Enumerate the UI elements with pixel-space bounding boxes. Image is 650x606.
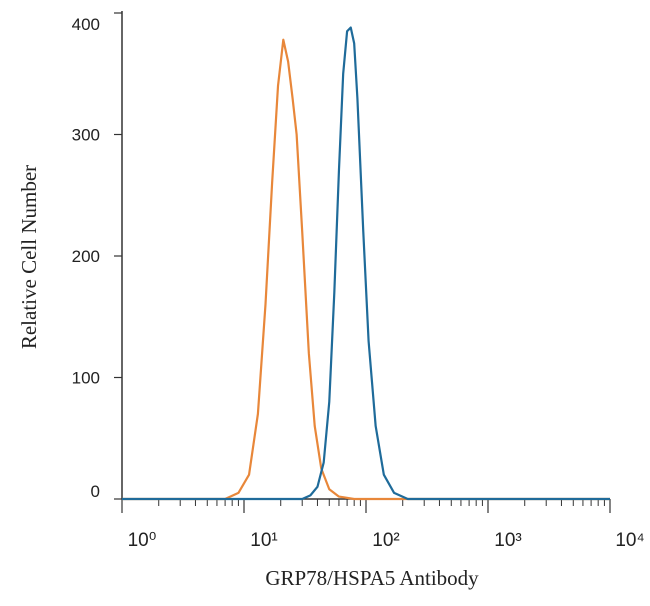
y-axis-label: Relative Cell Number — [17, 165, 41, 349]
y-tick-label: 200 — [72, 247, 100, 266]
x-tick-label: 10² — [372, 530, 399, 551]
x-tick-label: 10⁰ — [128, 530, 157, 551]
x-tick-label: 10⁴ — [615, 530, 644, 551]
x-axis-label: GRP78/HSPA5 Antibody — [265, 566, 479, 590]
y-tick-label: 0 — [91, 482, 100, 501]
y-tick-label: 400 — [72, 15, 100, 34]
histogram-line — [122, 38, 610, 501]
x-tick-label: 10³ — [494, 530, 521, 551]
y-tick-label: 300 — [72, 126, 100, 145]
histogram-line — [122, 26, 610, 501]
x-tick-label: 10¹ — [250, 530, 277, 551]
y-tick-label: 100 — [72, 369, 100, 388]
